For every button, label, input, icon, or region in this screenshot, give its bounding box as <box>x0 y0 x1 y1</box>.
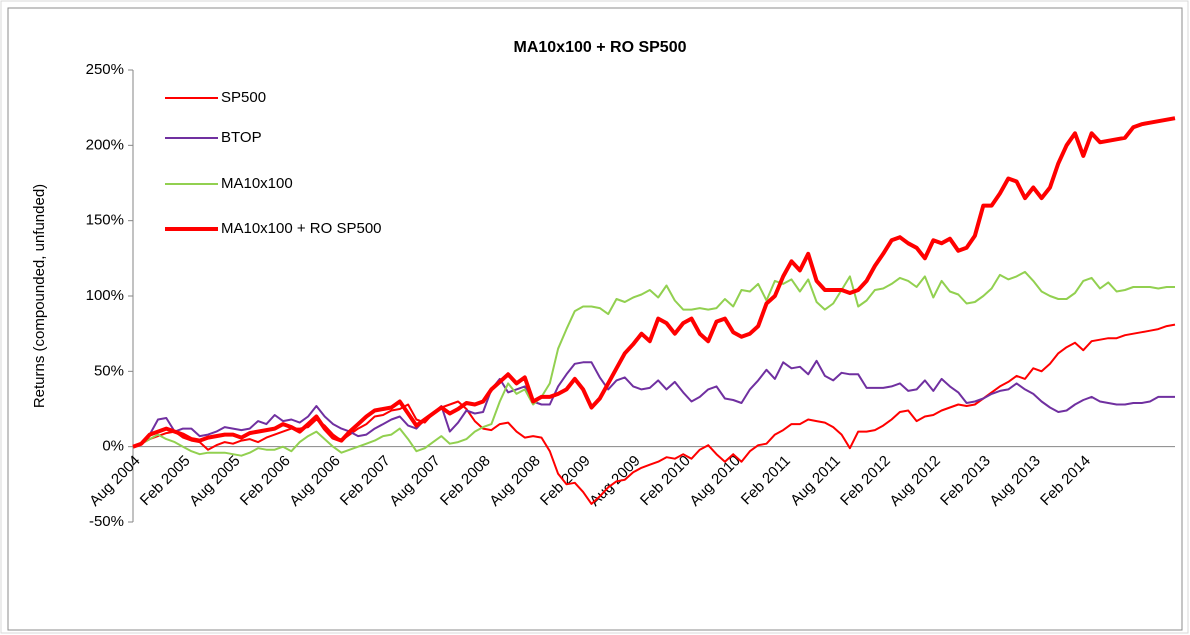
legend-label: MA10x100 <box>221 175 293 192</box>
y-tick-label: 150% <box>86 212 124 229</box>
chart-frame <box>7 7 1183 631</box>
series-line <box>132 116 1176 449</box>
legend-label: SP500 <box>221 89 266 106</box>
legend-label: MA10x100 + RO SP500 <box>221 220 382 237</box>
y-axis-label: Returns (compounded, unfunded) <box>31 184 48 408</box>
series-line <box>132 270 1175 457</box>
y-tick-label: 50% <box>94 362 124 379</box>
y-tick-label: 0% <box>102 438 124 455</box>
y-tick-label: 100% <box>86 287 124 304</box>
legend-label: BTOP <box>221 129 262 146</box>
chart-title: MA10x100 + RO SP500 <box>514 39 687 56</box>
y-tick-label: 250% <box>86 61 124 78</box>
y-tick-label: -50% <box>89 513 124 530</box>
series-line <box>132 359 1175 448</box>
y-tick-label: 200% <box>86 136 124 153</box>
